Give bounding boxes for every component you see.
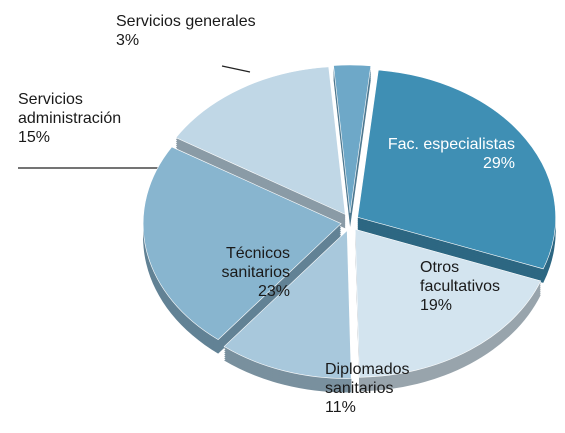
leader-line bbox=[221, 65, 251, 73]
slice-label: Otros facultativos 19% bbox=[420, 258, 530, 315]
slice-label: Servicios generales 3% bbox=[116, 12, 296, 50]
slice-label: Diplomados sanitarios 11% bbox=[325, 360, 435, 417]
value-label: 15% bbox=[18, 129, 51, 146]
category-label: Técnicos sanitarios bbox=[221, 245, 290, 281]
slice bbox=[142, 146, 342, 340]
category-label: Servicios administración bbox=[18, 91, 122, 127]
value-label: 29% bbox=[482, 155, 515, 172]
slice bbox=[333, 64, 372, 214]
value-label: 11% bbox=[325, 399, 356, 416]
slice bbox=[354, 228, 542, 378]
value-label: 23% bbox=[257, 283, 290, 300]
category-label: Diplomados sanitarios bbox=[325, 361, 410, 397]
slice bbox=[175, 66, 346, 215]
category-label: Fac. especialistas bbox=[387, 136, 515, 153]
slice bbox=[357, 69, 556, 270]
slice-label: Fac. especialistas 29% bbox=[345, 135, 515, 173]
value-label: 3% bbox=[116, 32, 140, 49]
slice-label: Servicios administración 15% bbox=[18, 90, 158, 147]
category-label: Servicios generales bbox=[116, 13, 256, 30]
slice bbox=[223, 229, 352, 379]
category-label: Otros facultativos bbox=[420, 259, 501, 295]
slice-label: Técnicos sanitarios 23% bbox=[190, 244, 290, 301]
value-label: 19% bbox=[420, 297, 453, 314]
